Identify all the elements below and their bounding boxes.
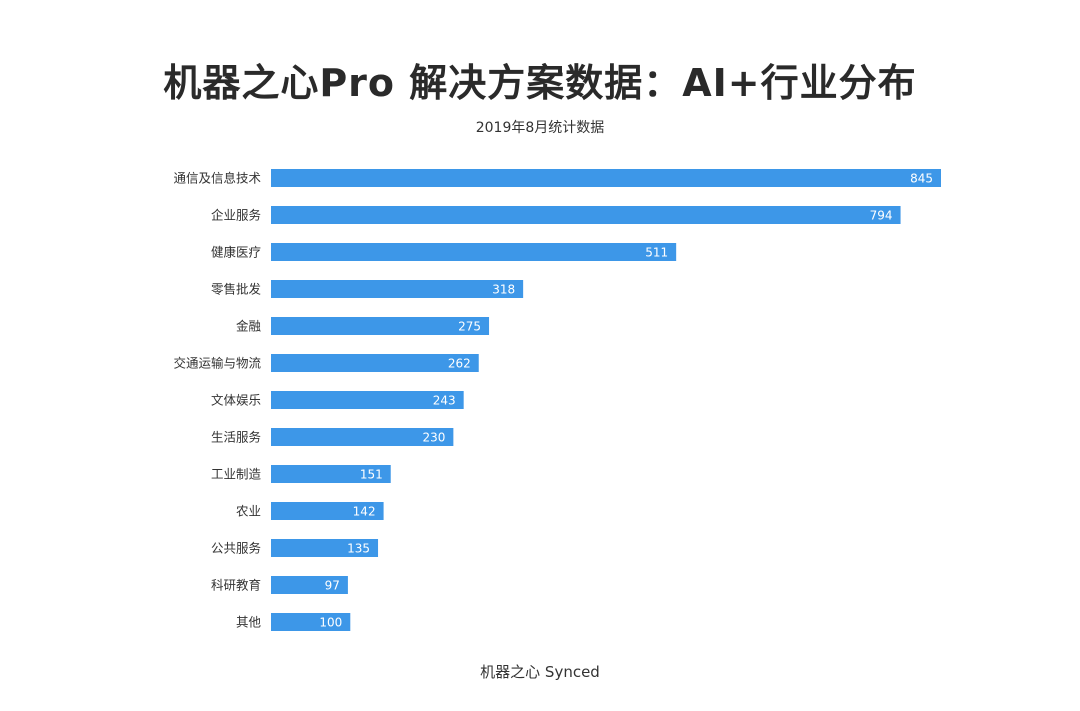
bar [271, 280, 524, 298]
category-label: 工业制造 [211, 467, 262, 482]
category-label: 公共服务 [211, 541, 261, 556]
category-label: 其他 [236, 615, 262, 630]
bar-value-label: 845 [910, 172, 933, 186]
bar-value-label: 100 [319, 616, 342, 630]
category-label: 健康医疗 [211, 245, 261, 260]
bar [271, 206, 901, 224]
bar-value-label: 275 [458, 320, 481, 334]
footer-credit: 机器之心 Synced [480, 663, 600, 681]
bar [271, 576, 348, 594]
bar [271, 428, 454, 446]
bar-value-label: 135 [347, 542, 370, 556]
category-label: 交通运输与物流 [173, 356, 261, 371]
bar [271, 169, 941, 187]
bar [271, 391, 464, 409]
bar-value-label: 794 [870, 209, 893, 223]
bar-value-label: 142 [353, 505, 376, 519]
category-label: 通信及信息技术 [173, 171, 261, 186]
bar [271, 539, 379, 557]
bar-value-label: 151 [360, 468, 383, 482]
bar-value-label: 230 [422, 431, 445, 445]
bar-value-label: 97 [325, 579, 340, 593]
bar [271, 354, 479, 372]
bar-value-label: 262 [448, 357, 471, 371]
category-label: 生活服务 [211, 430, 261, 445]
bar [271, 465, 391, 483]
category-label: 企业服务 [211, 208, 261, 223]
bar-value-label: 318 [492, 283, 515, 297]
chart-subtitle: 2019年8月统计数据 [475, 120, 605, 136]
category-label: 金融 [236, 319, 262, 334]
chart-title: 机器之心Pro 解决方案数据：AI+行业分布 [163, 61, 917, 105]
bar-value-label: 243 [433, 394, 456, 408]
category-label: 文体娱乐 [211, 393, 261, 408]
category-label: 零售批发 [211, 282, 262, 297]
bar [271, 243, 677, 261]
bar-value-label: 511 [645, 246, 668, 260]
bar [271, 613, 351, 631]
category-label: 农业 [236, 504, 261, 519]
category-label: 科研教育 [211, 578, 261, 593]
bar [271, 502, 384, 520]
bar [271, 317, 490, 335]
